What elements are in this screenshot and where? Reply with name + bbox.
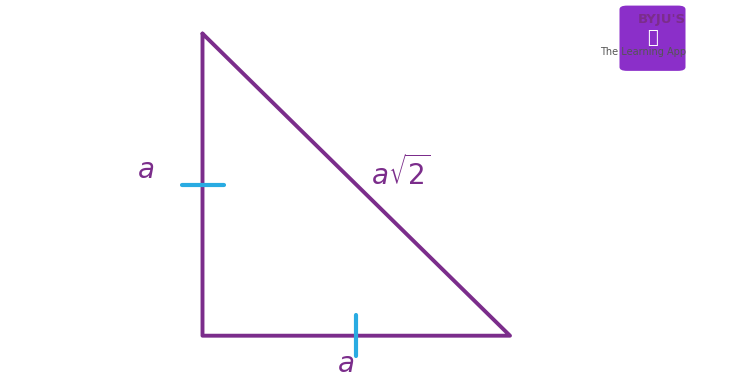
FancyBboxPatch shape xyxy=(620,6,686,71)
Text: a: a xyxy=(338,350,355,373)
Text: a$\sqrt{2}$: a$\sqrt{2}$ xyxy=(371,156,431,191)
Text: ꞵ: ꞵ xyxy=(647,29,658,47)
Text: The Learning App: The Learning App xyxy=(600,47,686,57)
Text: a: a xyxy=(138,156,154,184)
Text: BYJU'S: BYJU'S xyxy=(638,13,686,26)
